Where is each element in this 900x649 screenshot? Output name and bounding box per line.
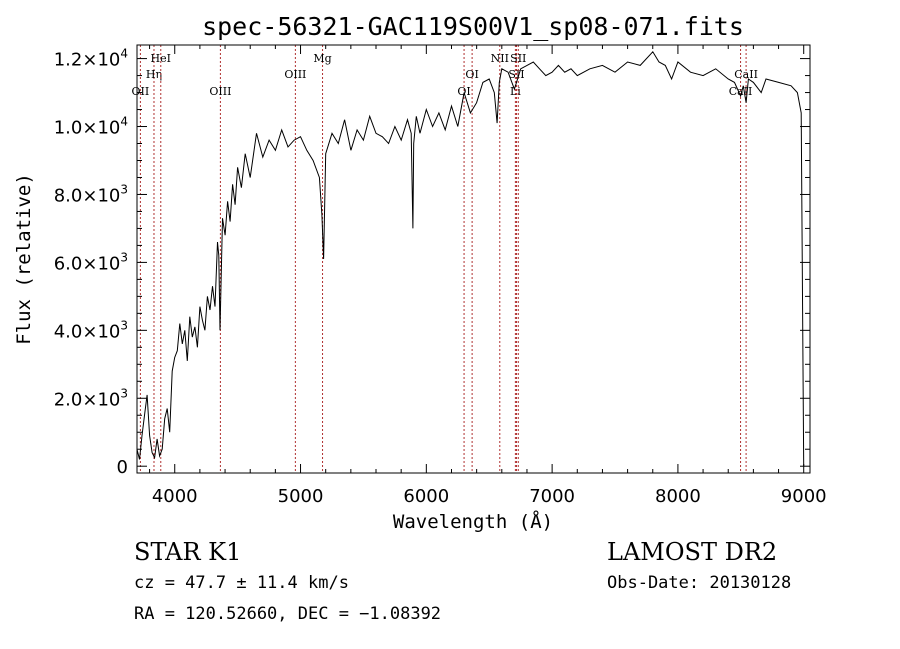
x-tick-label: 5000 <box>278 486 324 507</box>
line-marker-label: CaII <box>734 68 758 81</box>
x-tick-label: 4000 <box>152 486 198 507</box>
coordinates: RA = 120.52660, DEC = −1.08392 <box>134 604 442 624</box>
line-marker-label: Mg <box>313 52 331 65</box>
x-tick-label: 6000 <box>403 486 449 507</box>
line-marker-label: Li <box>510 85 521 98</box>
y-axis: 0 2.0×103 4.0×103 6.0×103 8.0×103 1.0×104 1.2×… <box>54 47 810 478</box>
x-tick-label: 9000 <box>781 486 827 507</box>
line-marker-label: HeI <box>151 52 171 65</box>
y-tick-label: 6.0×103 <box>54 250 128 274</box>
spectrum-line <box>136 50 805 467</box>
object-class: STAR K1 <box>134 538 242 566</box>
y-tick-label: 8.0×103 <box>54 182 128 206</box>
observation-date: Obs-Date: 20130128 <box>607 573 792 593</box>
line-marker-label: NII <box>491 52 509 65</box>
redshift-velocity: cz = 47.7 ± 11.4 km/s <box>134 573 349 593</box>
spectrum-chart: spec-56321-GAC119S00V1_sp08-071.fits OII… <box>13 12 827 533</box>
emission-line-markers: OIIHηHeIOIIIOIIIMgOIOINIILiSIISIICaIICaI… <box>132 45 758 473</box>
y-tick-label: 1.0×104 <box>54 115 128 139</box>
y-axis-label: Flux (relative) <box>13 173 35 345</box>
y-tick-label: 4.0×103 <box>54 318 128 342</box>
y-tick-label: 1.2×104 <box>54 47 128 71</box>
line-marker-label: Hη <box>146 68 162 81</box>
line-marker-label: OII <box>132 85 150 98</box>
x-tick-label: 7000 <box>529 486 575 507</box>
x-tick-label: 8000 <box>655 486 701 507</box>
y-tick-label: 0 <box>117 457 128 478</box>
plot-frame <box>136 44 811 474</box>
survey-name: LAMOST DR2 <box>607 538 778 566</box>
line-marker-label: OIII <box>284 68 306 81</box>
line-marker-label: OI <box>465 68 478 81</box>
line-marker-label: SII <box>508 68 524 81</box>
x-axis-label: Wavelength (Å) <box>393 510 553 533</box>
line-marker-label: OI <box>457 85 470 98</box>
chart-title: spec-56321-GAC119S00V1_sp08-071.fits <box>202 12 744 41</box>
x-axis: 4000 5000 6000 7000 8000 9000 <box>149 45 827 507</box>
y-tick-label: 2.0×103 <box>54 386 128 410</box>
line-marker-label: OIII <box>209 85 231 98</box>
line-marker-label: SII <box>510 52 526 65</box>
